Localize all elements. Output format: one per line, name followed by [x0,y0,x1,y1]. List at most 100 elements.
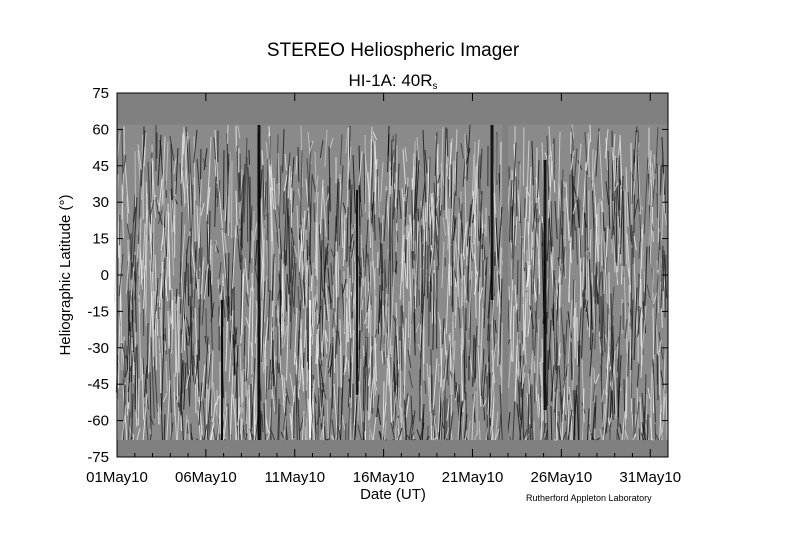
jmap-streak [339,134,343,166]
jmap-streak [397,427,403,441]
jmap-streak [227,403,230,441]
jmap-streak [433,436,438,441]
jmap-streak [412,153,415,189]
jmap-streak [515,176,518,218]
jmap-streak [522,268,525,351]
jmap-streak [518,376,521,418]
jmap-streak [130,194,136,261]
jmap-streak [639,397,643,441]
jmap-streak [350,240,355,259]
x-tick-label: 26May10 [530,469,592,486]
jmap-streak [210,403,216,441]
jmap-streak [165,141,169,190]
jmap-streak [161,334,165,411]
jmap-streak [634,401,640,434]
jmap-streak [554,364,559,413]
jmap-streak [445,427,450,441]
jmap-streak [239,153,242,232]
jmap-streak [145,181,149,236]
jmap-streak [364,352,367,432]
jmap-streak [376,394,380,418]
jmap-streak [455,385,459,401]
x-axis: 01May10 06May10 11May10 16May10 21May10 26May… [86,93,681,486]
jmap-streak [454,248,460,328]
jmap-streak [187,419,190,441]
chart-subtitle-subscript: s [433,81,438,92]
jmap-streak [473,325,478,383]
jmap-streak [241,163,246,251]
jmap-streak [518,163,521,222]
jmap-streak [468,270,473,329]
jmap-streak [283,174,288,191]
jmap-streak [195,438,199,441]
jmap-streak [595,128,600,177]
jmap-streak [550,201,553,247]
jmap-streak [350,330,355,408]
jmap-streak [171,299,174,354]
jmap-streak [558,365,563,415]
jmap-streak [236,405,242,426]
jmap-streak [408,415,414,441]
jmap-streak [543,433,549,441]
jmap-streak [394,261,398,273]
jmap-streak [464,178,468,266]
jmap-streak [480,259,486,347]
jmap-streak [146,323,149,379]
jmap-streak [203,265,209,300]
jmap-streak [404,146,408,162]
jmap-streak [411,251,414,269]
jmap-streak [254,337,258,421]
jmap-streak [245,389,249,425]
jmap-streak [402,248,405,312]
jmap-streak [132,206,137,223]
jmap-streak [125,255,130,294]
jmap-streak [332,307,335,329]
jmap-streak [158,212,163,225]
jmap-streak [400,407,403,441]
jmap-streak [440,127,444,211]
jmap-streak [469,194,474,228]
jmap-streak [576,143,582,199]
jmap-streak [389,249,392,338]
jmap-streak [268,407,272,437]
jmap-streak [583,299,587,309]
jmap-streak [362,431,365,441]
jmap-streak [176,407,180,441]
jmap-streak [525,265,530,291]
jmap-streak [491,396,495,441]
y-axis: 75 60 45 30 15 0 -15 -30 -45 -60 -75 [87,85,668,466]
jmap-streak [343,230,346,260]
jmap-streak [116,399,119,441]
jmap-streak [570,150,575,171]
jmap-streak [118,278,122,363]
jmap-streak [162,257,166,340]
jmap-streak [482,364,487,399]
jmap-streak [291,190,295,213]
jmap-streak [349,179,352,253]
jmap-streak [450,160,455,246]
jmap-streak [523,186,528,254]
jmap-streak [264,181,267,221]
jmap-streak [179,359,184,412]
jmap-streak [223,232,227,253]
jmap-streak [320,341,323,353]
jmap-streak [530,228,533,260]
jmap-streak [453,228,457,271]
jmap-streak [524,292,527,338]
jmap-streak [469,193,474,281]
jmap-streak [517,339,520,376]
jmap-streak [247,287,252,376]
jmap-streak [466,235,471,301]
jmap-streak [527,394,530,441]
jmap-streak [374,159,378,204]
jmap-streak [596,437,601,441]
jmap-streak [138,302,142,381]
jmap-streak [662,254,665,292]
jmap-streak [571,124,575,139]
jmap-streak [491,294,496,354]
jmap-streak [299,150,303,225]
jmap-streak [283,184,288,264]
jmap-streak [281,265,287,349]
y-tick-label: -15 [87,303,109,320]
jmap-streak [406,225,409,290]
